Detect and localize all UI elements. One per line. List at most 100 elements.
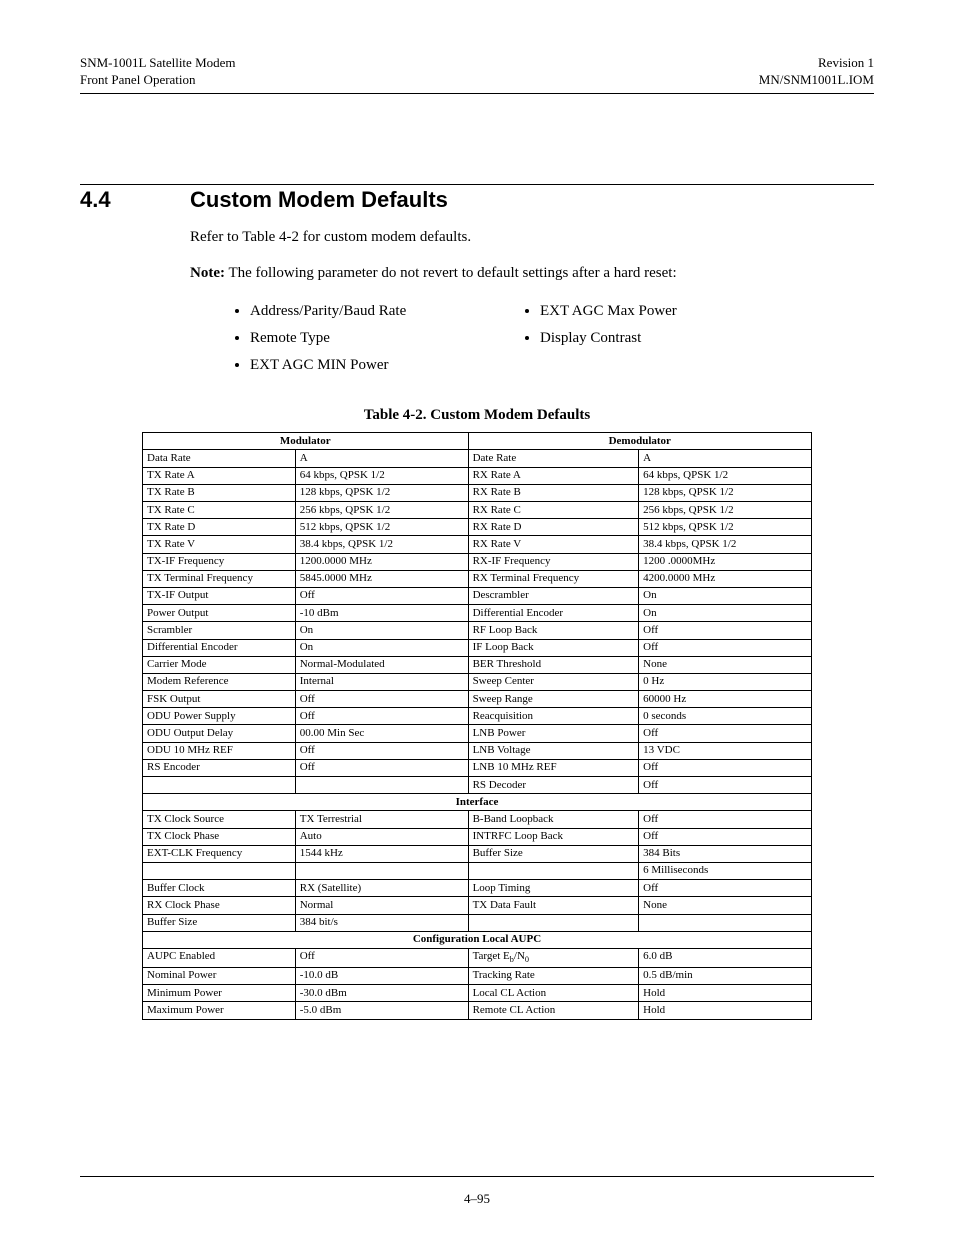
table-section-header: Configuration Local AUPC bbox=[143, 931, 812, 948]
table-cell: 4200.0000 MHz bbox=[639, 570, 812, 587]
table-cell: Off bbox=[295, 759, 468, 776]
table-cell: Off bbox=[295, 708, 468, 725]
table-cell: Scrambler bbox=[143, 622, 296, 639]
table-cell: Data Rate bbox=[143, 450, 296, 467]
section-title: Custom Modem Defaults bbox=[190, 187, 448, 213]
table-cell: Sweep Range bbox=[468, 691, 639, 708]
table-cell: EXT-CLK Frequency bbox=[143, 845, 296, 862]
table-cell: Off bbox=[639, 880, 812, 897]
bullet-item: Address/Parity/Baud Rate bbox=[250, 298, 480, 325]
table-cell: A bbox=[295, 450, 468, 467]
table-cell: Nominal Power bbox=[143, 967, 296, 984]
table-cell: RX Rate V bbox=[468, 536, 639, 553]
table-cell: AUPC Enabled bbox=[143, 948, 296, 967]
table-cell: 64 kbps, QPSK 1/2 bbox=[295, 467, 468, 484]
note-label: Note: bbox=[190, 265, 225, 281]
table-cell: 128 kbps, QPSK 1/2 bbox=[295, 484, 468, 501]
table-cell: 384 Bits bbox=[639, 845, 812, 862]
table-cell: Loop Timing bbox=[468, 880, 639, 897]
table-cell: Buffer Size bbox=[468, 845, 639, 862]
table-cell: 1544 kHz bbox=[295, 845, 468, 862]
table-cell: 256 kbps, QPSK 1/2 bbox=[295, 502, 468, 519]
table-cell: RX Rate A bbox=[468, 467, 639, 484]
table-cell: Descrambler bbox=[468, 587, 639, 604]
table-cell: Differential Encoder bbox=[143, 639, 296, 656]
table-cell: TX-IF Output bbox=[143, 587, 296, 604]
table-cell: Off bbox=[295, 587, 468, 604]
bullet-item: Display Contrast bbox=[540, 325, 770, 352]
table-cell: 0.5 dB/min bbox=[639, 967, 812, 984]
table-cell: -10 dBm bbox=[295, 605, 468, 622]
table-cell: Off bbox=[639, 828, 812, 845]
table-cell: On bbox=[639, 605, 812, 622]
table-cell: None bbox=[639, 656, 812, 673]
table-cell: 6 Milliseconds bbox=[639, 862, 812, 879]
table-cell bbox=[639, 914, 812, 931]
section-number: 4.4 bbox=[80, 187, 190, 213]
bullet-list-2: EXT AGC Max PowerDisplay Contrast bbox=[520, 298, 770, 379]
bullet-item: Remote Type bbox=[250, 325, 480, 352]
table-cell: Differential Encoder bbox=[468, 605, 639, 622]
table-cell: 64 kbps, QPSK 1/2 bbox=[639, 467, 812, 484]
table-cell: Normal-Modulated bbox=[295, 656, 468, 673]
table-cell: Hold bbox=[639, 985, 812, 1002]
table-cell: Minimum Power bbox=[143, 985, 296, 1002]
table-cell: TX Clock Source bbox=[143, 811, 296, 828]
table-cell: Buffer Size bbox=[143, 914, 296, 931]
table-cell: -5.0 dBm bbox=[295, 1002, 468, 1019]
table-cell: RX Rate B bbox=[468, 484, 639, 501]
table-cell: On bbox=[295, 639, 468, 656]
table-cell: TX Clock Phase bbox=[143, 828, 296, 845]
table-cell: Maximum Power bbox=[143, 1002, 296, 1019]
table-cell: Off bbox=[639, 622, 812, 639]
table-cell bbox=[468, 914, 639, 931]
table-cell: TX Rate A bbox=[143, 467, 296, 484]
table-cell: On bbox=[295, 622, 468, 639]
table-cell: 13 VDC bbox=[639, 742, 812, 759]
table-cell: Off bbox=[295, 948, 468, 967]
table-cell: 384 bit/s bbox=[295, 914, 468, 931]
table-cell: -10.0 dB bbox=[295, 967, 468, 984]
table-cell: BER Threshold bbox=[468, 656, 639, 673]
table-cell bbox=[143, 862, 296, 879]
bullet-lists: Address/Parity/Baud RateRemote TypeEXT A… bbox=[190, 298, 874, 379]
table-cell: Off bbox=[639, 777, 812, 794]
table-cell: 1200.0000 MHz bbox=[295, 553, 468, 570]
table-cell: 256 kbps, QPSK 1/2 bbox=[639, 502, 812, 519]
table-caption: Table 4-2. Custom Modem Defaults bbox=[80, 407, 874, 424]
defaults-table: ModulatorDemodulatorData RateADate RateA… bbox=[142, 432, 812, 1019]
table-cell: Auto bbox=[295, 828, 468, 845]
table-cell: 60000 Hz bbox=[639, 691, 812, 708]
header-left-1: SNM-1001L Satellite Modem bbox=[80, 55, 236, 70]
table-cell: Off bbox=[295, 691, 468, 708]
bullet-list-1: Address/Parity/Baud RateRemote TypeEXT A… bbox=[230, 298, 480, 379]
table-cell: TX Terminal Frequency bbox=[143, 570, 296, 587]
table-cell: RS Decoder bbox=[468, 777, 639, 794]
bullet-item: EXT AGC Max Power bbox=[540, 298, 770, 325]
paragraph-note: Note: The following parameter do not rev… bbox=[190, 263, 874, 285]
table-cell: Sweep Center bbox=[468, 673, 639, 690]
table-cell: INTRFC Loop Back bbox=[468, 828, 639, 845]
footer-rule bbox=[80, 1176, 874, 1177]
table-cell: 0 seconds bbox=[639, 708, 812, 725]
body-text: Refer to Table 4-2 for custom modem defa… bbox=[190, 227, 874, 380]
table-cell: None bbox=[639, 897, 812, 914]
table-cell: RX Rate D bbox=[468, 519, 639, 536]
table-cell: Remote CL Action bbox=[468, 1002, 639, 1019]
section-heading: 4.4 Custom Modem Defaults bbox=[80, 187, 874, 213]
table-group-header: Modulator bbox=[143, 433, 469, 450]
table-cell: Date Rate bbox=[468, 450, 639, 467]
table-cell bbox=[468, 862, 639, 879]
bullet-item: EXT AGC MIN Power bbox=[250, 352, 480, 379]
table-cell: RF Loop Back bbox=[468, 622, 639, 639]
table-cell: Off bbox=[639, 759, 812, 776]
table-cell: 5845.0000 MHz bbox=[295, 570, 468, 587]
table-cell: Reacquisition bbox=[468, 708, 639, 725]
table-cell: TX Terrestrial bbox=[295, 811, 468, 828]
table-cell: 128 kbps, QPSK 1/2 bbox=[639, 484, 812, 501]
table-cell: RS Encoder bbox=[143, 759, 296, 776]
table-cell: Normal bbox=[295, 897, 468, 914]
table-cell: 00.00 Min Sec bbox=[295, 725, 468, 742]
table-cell: TX Rate C bbox=[143, 502, 296, 519]
table-cell bbox=[295, 862, 468, 879]
